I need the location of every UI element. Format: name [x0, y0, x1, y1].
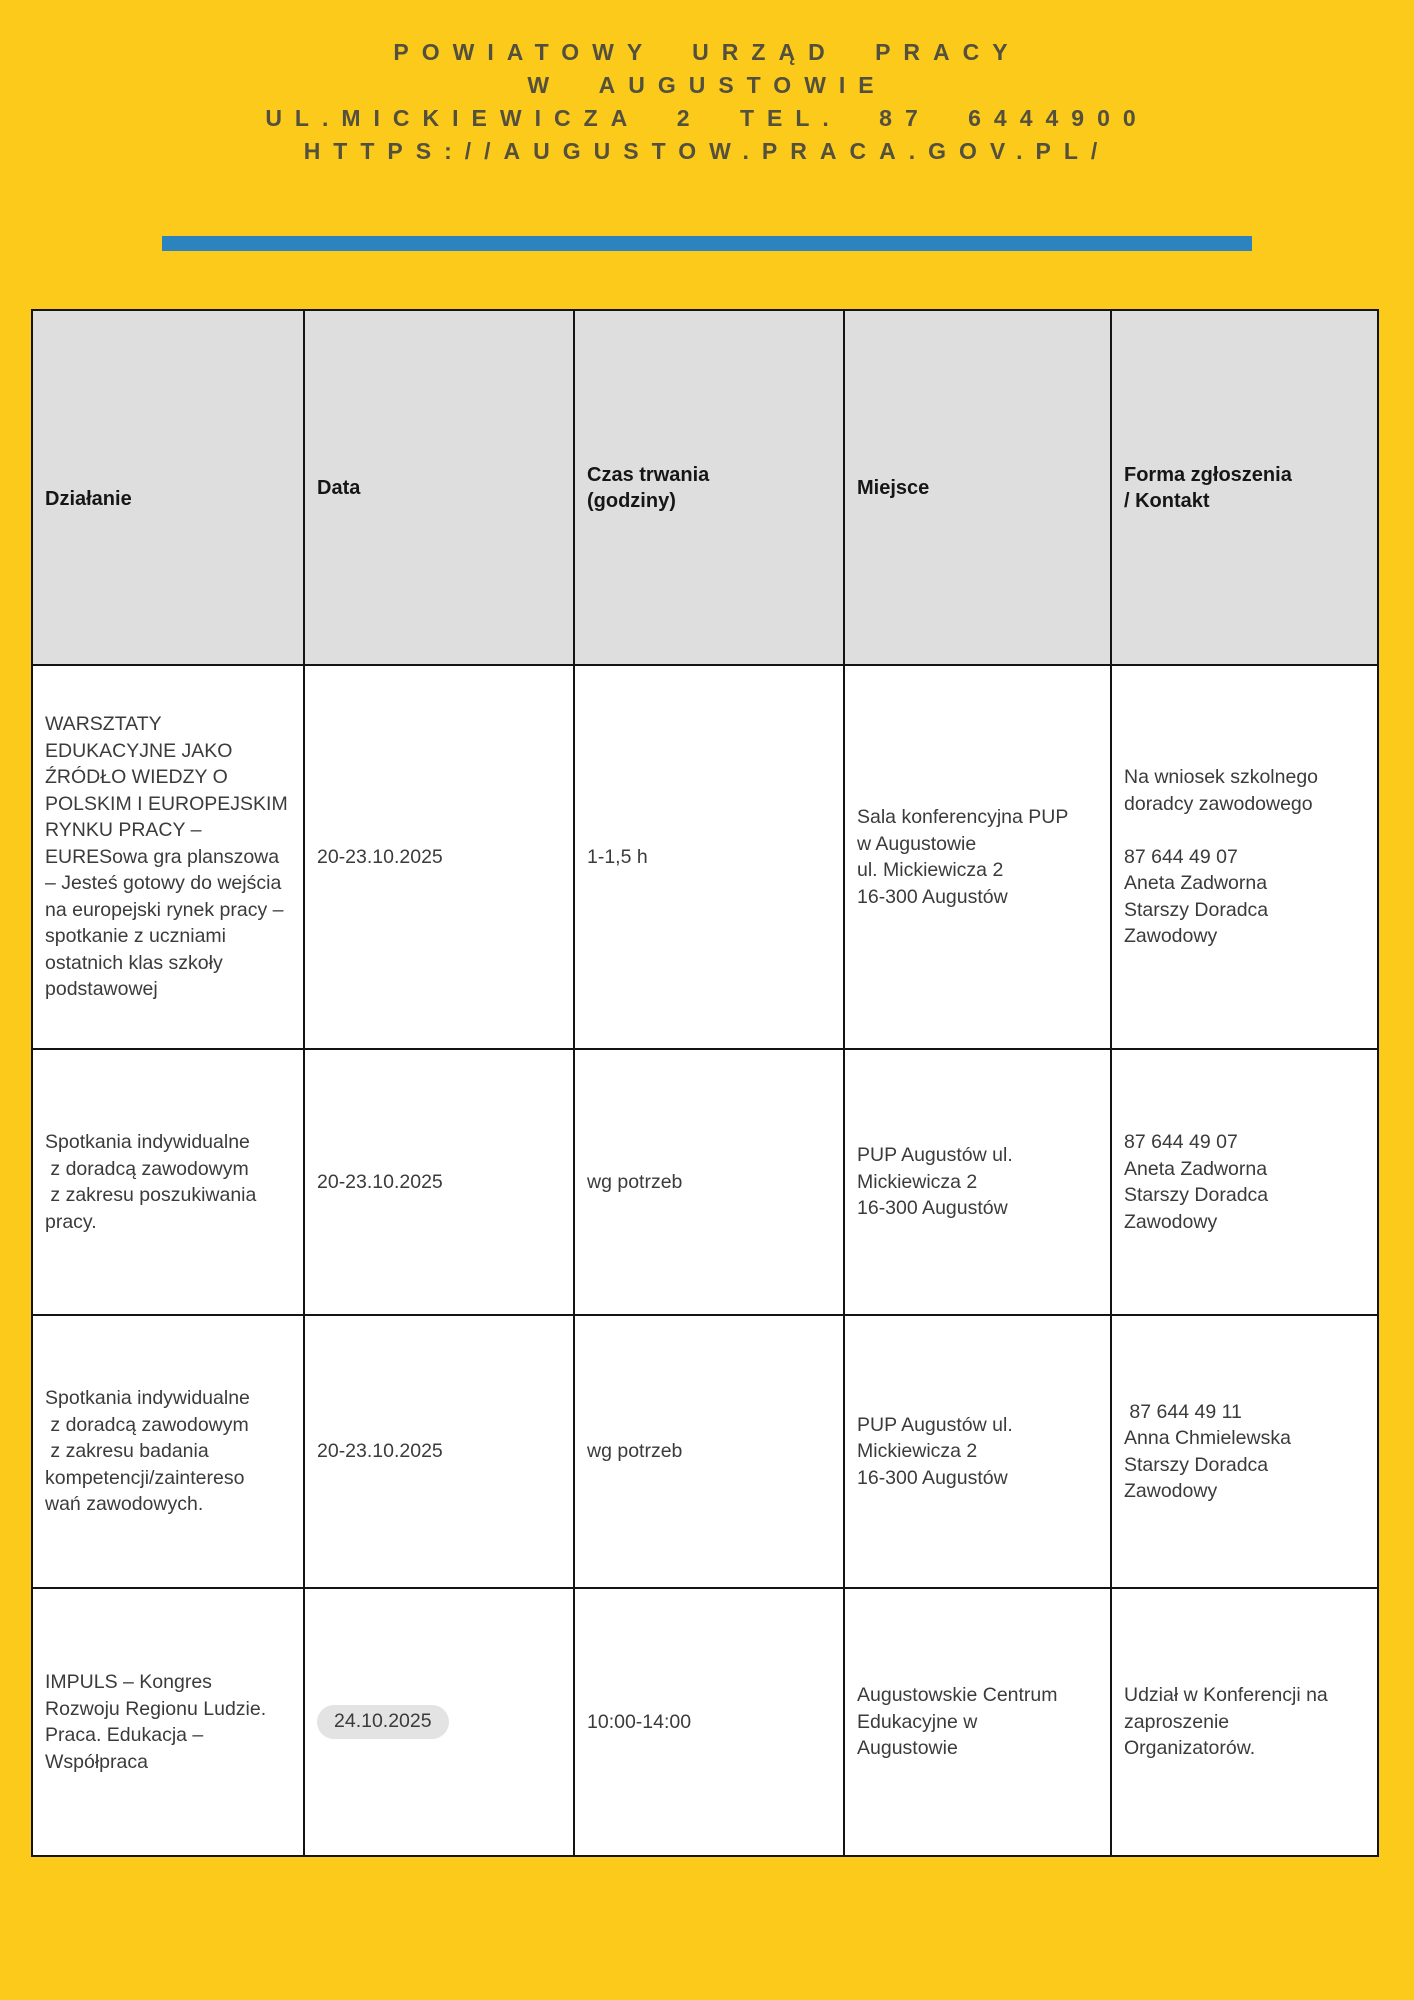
cell-duration: 10:00-14:00	[573, 1587, 845, 1857]
cell-activity: Spotkania indywidualne z doradcą zawodow…	[31, 1048, 305, 1316]
column-header-duration-label: Czas trwania (godziny)	[587, 463, 710, 512]
letterhead-line-org-name: POWIATOWY URZĄD PRACY	[393, 39, 1021, 65]
date-text: 24.10.2025	[334, 1710, 432, 1732]
letterhead: POWIATOWY URZĄD PRACY W AUGUSTOWIE UL.MI…	[0, 0, 1414, 168]
cell-location: PUP Augustów ul. Mickiewicza 2 16-300 Au…	[843, 1048, 1112, 1316]
cell-contact: 87 644 49 11 Anna Chmielewska Starszy Do…	[1110, 1314, 1379, 1589]
cell-duration: wg potrzeb	[573, 1314, 845, 1589]
cell-location: Augustowskie Centrum Edukacyjne w August…	[843, 1587, 1112, 1857]
location-text: PUP Augustów ul. Mickiewicza 2 16-300 Au…	[857, 1144, 1013, 1220]
letterhead-line-city: W AUGUSTOWIE	[527, 72, 887, 98]
cell-location: PUP Augustów ul. Mickiewicza 2 16-300 Au…	[843, 1314, 1112, 1589]
table-row: Spotkania indywidualne z doradcą zawodow…	[31, 1314, 1379, 1589]
blue-divider	[162, 236, 1252, 251]
duration-text: 1-1,5 h	[587, 845, 648, 868]
date-highlight: 24.10.2025	[317, 1705, 449, 1739]
cell-activity: Spotkania indywidualne z doradcą zawodow…	[31, 1314, 305, 1589]
location-text: PUP Augustów ul. Mickiewicza 2 16-300 Au…	[857, 1413, 1013, 1489]
contact-text: 87 644 49 07 Aneta Zadworna Starszy Dora…	[1124, 1131, 1269, 1233]
cell-date: 20-23.10.2025	[303, 1314, 575, 1589]
cell-contact: Udział w Konferencji na zaproszenie Orga…	[1110, 1587, 1379, 1857]
date-text: 20-23.10.2025	[317, 1170, 443, 1193]
contact-text: 87 644 49 11 Anna Chmielewska Starszy Do…	[1124, 1400, 1291, 1503]
cell-duration: 1-1,5 h	[573, 664, 845, 1050]
column-header-activity: Działanie	[31, 309, 305, 666]
cell-location: Sala konferencyjna PUP w Augustowie ul. …	[843, 664, 1112, 1050]
cell-date: 20-23.10.2025	[303, 664, 575, 1050]
column-header-contact: Forma zgłoszenia / Kontakt	[1110, 309, 1379, 666]
table-row: IMPULS – Kongres Rozwoju Regionu Ludzie.…	[31, 1587, 1379, 1857]
cell-contact: 87 644 49 07 Aneta Zadworna Starszy Dora…	[1110, 1048, 1379, 1316]
column-header-duration: Czas trwania (godziny)	[573, 309, 845, 666]
duration-text: wg potrzeb	[587, 1440, 683, 1463]
activity-text: WARSZTATY EDUKACYJNE JAKO ŹRÓDŁO WIEDZY …	[45, 713, 288, 1001]
activity-text: IMPULS – Kongres Rozwoju Regionu Ludzie.…	[45, 1671, 267, 1773]
contact-text: Udział w Konferencji na zaproszenie Orga…	[1124, 1684, 1328, 1760]
contact-text: Na wniosek szkolnego doradcy zawodowego …	[1124, 766, 1319, 948]
column-header-activity-label: Działanie	[45, 487, 132, 510]
cell-duration: wg potrzeb	[573, 1048, 845, 1316]
column-header-date: Data	[303, 309, 575, 666]
activity-text: Spotkania indywidualne z doradcą zawodow…	[45, 1131, 257, 1233]
cell-activity: IMPULS – Kongres Rozwoju Regionu Ludzie.…	[31, 1587, 305, 1857]
column-header-contact-label: Forma zgłoszenia / Kontakt	[1124, 463, 1292, 512]
activity-text: Spotkania indywidualne z doradcą zawodow…	[45, 1387, 250, 1516]
table-row: Spotkania indywidualne z doradcą zawodow…	[31, 1048, 1379, 1316]
duration-text: wg potrzeb	[587, 1170, 683, 1193]
location-text: Sala konferencyjna PUP w Augustowie ul. …	[857, 806, 1069, 908]
table-row: WARSZTATY EDUKACYJNE JAKO ŹRÓDŁO WIEDZY …	[31, 664, 1379, 1050]
cell-date: 24.10.2025	[303, 1587, 575, 1857]
location-text: Augustowskie Centrum Edukacyjne w August…	[857, 1684, 1058, 1760]
schedule-table: Działanie Data Czas trwania (godziny) Mi…	[31, 309, 1379, 1857]
column-header-date-label: Data	[317, 476, 361, 499]
duration-text: 10:00-14:00	[587, 1710, 692, 1733]
cell-contact: Na wniosek szkolnego doradcy zawodowego …	[1110, 664, 1379, 1050]
letterhead-line-address-phone: UL.MICKIEWICZA 2 TEL. 87 6444900	[265, 105, 1149, 131]
table-header-row: Działanie Data Czas trwania (godziny) Mi…	[31, 309, 1379, 666]
cell-activity: WARSZTATY EDUKACYJNE JAKO ŹRÓDŁO WIEDZY …	[31, 664, 305, 1050]
date-text: 20-23.10.2025	[317, 1440, 443, 1463]
date-text: 20-23.10.2025	[317, 845, 443, 868]
cell-date: 20-23.10.2025	[303, 1048, 575, 1316]
letterhead-line-website: HTTPS://AUGUSTOW.PRACA.GOV.PL/	[303, 138, 1111, 164]
column-header-location: Miejsce	[843, 309, 1112, 666]
column-header-location-label: Miejsce	[857, 476, 930, 499]
